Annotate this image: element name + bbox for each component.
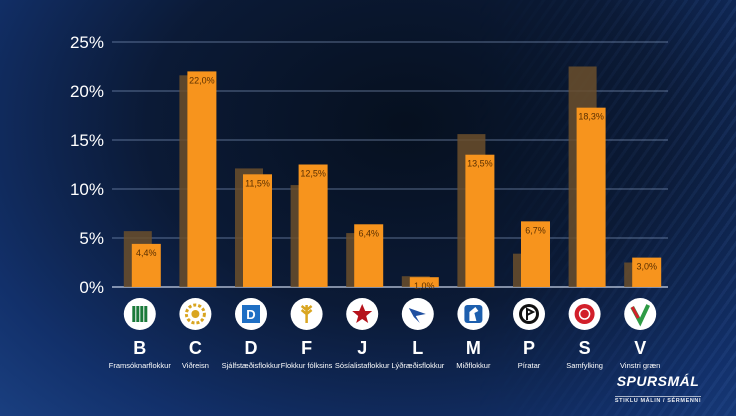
party-name: Píratar bbox=[518, 361, 541, 370]
y-tick-label: 10% bbox=[70, 180, 104, 199]
x-tick-label: J bbox=[357, 338, 367, 358]
bar-current bbox=[576, 107, 606, 287]
bar-current bbox=[187, 71, 217, 288]
piratar-logo-flag bbox=[526, 307, 536, 320]
data-label: 22,0% bbox=[189, 75, 215, 85]
y-tick-label: 15% bbox=[70, 131, 104, 150]
party-name: Flokkur fólksins bbox=[281, 361, 333, 370]
data-label: 18,3% bbox=[578, 112, 604, 122]
vidreisn-logo-ring bbox=[184, 303, 206, 325]
sjalfstaedis-logo-letter: D bbox=[246, 307, 255, 322]
party-name: Viðreisn bbox=[182, 361, 209, 370]
flokkur-folksins-logo-wheat bbox=[300, 305, 313, 323]
party-name: Framsóknarflokkur bbox=[109, 361, 172, 370]
framsokn-logo-icon bbox=[123, 298, 156, 330]
party-name: Miðflokkur bbox=[456, 361, 491, 370]
data-label: 1,0% bbox=[414, 281, 435, 291]
data-label: 13,5% bbox=[467, 159, 493, 169]
framsokn-logo-stripe bbox=[144, 306, 148, 322]
x-tick-label: F bbox=[301, 338, 312, 358]
x-tick-label: P bbox=[523, 338, 535, 358]
x-tick-label: D bbox=[245, 338, 258, 358]
party-name: Sósíalistaflokkur bbox=[335, 361, 390, 370]
sjalfstaedis-logo-square bbox=[242, 305, 260, 323]
party-name: Sjálfstæðisflokkur bbox=[222, 361, 281, 370]
bar-current bbox=[298, 164, 328, 287]
bar-current bbox=[632, 257, 662, 287]
party-name: Lýðræðisflokkur bbox=[391, 361, 444, 370]
framsokn-logo-stripe bbox=[136, 306, 140, 322]
bar-current bbox=[521, 221, 550, 287]
x-tick-label: L bbox=[412, 338, 423, 358]
bar-current bbox=[354, 224, 384, 287]
lydraedis-logo-bird bbox=[408, 308, 426, 323]
x-tick-label: B bbox=[133, 338, 146, 358]
background-stripes bbox=[476, 0, 736, 416]
y-tick-label: 5% bbox=[79, 229, 104, 248]
bar-current bbox=[409, 277, 439, 287]
y-tick-label: 0% bbox=[79, 278, 104, 297]
x-tick-label: C bbox=[189, 338, 202, 358]
bar-current bbox=[243, 174, 272, 287]
samfylking-logo-rose bbox=[574, 304, 595, 324]
party-name: Vinstri græn bbox=[620, 361, 660, 370]
data-label: 12,5% bbox=[300, 169, 326, 179]
brand-tagline: STIKLU MÁLIN / SÉRMENNI bbox=[614, 396, 702, 404]
vinstri-graen-logo-accent bbox=[630, 306, 640, 319]
bar-current bbox=[465, 154, 495, 287]
data-label: 6,7% bbox=[525, 225, 546, 235]
midflokkur-logo-horse bbox=[469, 307, 479, 321]
y-tick-label: 20% bbox=[70, 82, 104, 101]
samfylking-logo-petal bbox=[578, 308, 591, 320]
vidreisn-logo-core bbox=[191, 310, 200, 318]
x-tick-label: V bbox=[634, 338, 646, 358]
data-label: 3,0% bbox=[636, 262, 657, 272]
x-tick-label: M bbox=[466, 338, 481, 358]
data-label: 4,4% bbox=[136, 248, 157, 258]
data-label: 11,5% bbox=[245, 178, 270, 188]
x-tick-label: S bbox=[579, 338, 591, 358]
framsokn-logo-stripe bbox=[140, 306, 144, 322]
y-tick-label: 25% bbox=[70, 33, 104, 52]
party-name: Samfylking bbox=[566, 361, 603, 370]
bar-current bbox=[131, 243, 161, 287]
brand-name: SPURSMÁL bbox=[616, 373, 700, 389]
data-label: 6,4% bbox=[358, 228, 379, 238]
framsokn-logo-stripe bbox=[132, 306, 136, 322]
sosialista-logo-star bbox=[352, 304, 373, 323]
brand-logo: SPURSMÁL STIKLU MÁLIN / SÉRMENNI bbox=[598, 374, 718, 407]
